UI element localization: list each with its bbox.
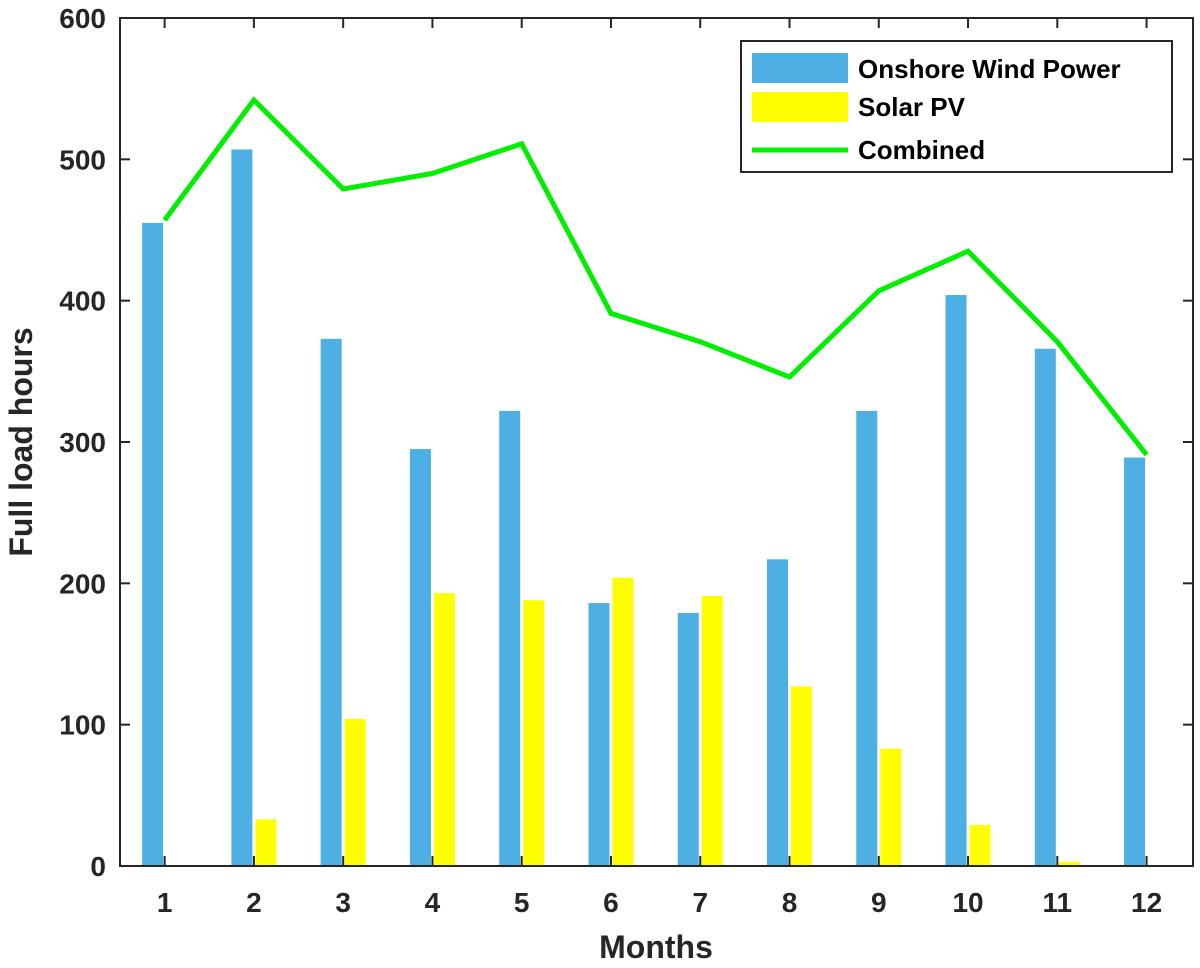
y-tick-label: 400 bbox=[59, 286, 106, 317]
y-tick-label: 0 bbox=[90, 851, 106, 882]
x-tick-label: 6 bbox=[603, 887, 619, 918]
x-axis-title: Months bbox=[599, 929, 713, 965]
bar-solar-pv bbox=[612, 577, 634, 866]
bar-onshore-wind-power bbox=[1124, 457, 1146, 866]
y-tick-label: 300 bbox=[59, 427, 106, 458]
bar-solar-pv bbox=[344, 719, 366, 866]
x-tick-label: 5 bbox=[514, 887, 530, 918]
x-tick-label: 8 bbox=[782, 887, 798, 918]
bar-solar-pv bbox=[433, 593, 455, 866]
x-tick-label: 3 bbox=[335, 887, 351, 918]
x-tick-label: 9 bbox=[871, 887, 887, 918]
bar-solar-pv bbox=[523, 600, 545, 866]
legend-label-onshore-wind-power: Onshore Wind Power bbox=[858, 54, 1121, 84]
bars-layer bbox=[142, 149, 1146, 867]
bar-solar-pv bbox=[791, 686, 813, 866]
y-tick-label: 600 bbox=[59, 3, 106, 34]
x-tick-label: 10 bbox=[952, 887, 983, 918]
x-tick-label: 1 bbox=[157, 887, 173, 918]
bar-solar-pv bbox=[969, 825, 991, 866]
legend-swatch-onshore-wind-power bbox=[752, 53, 848, 83]
x-tick-label: 4 bbox=[425, 887, 441, 918]
x-tick-label: 2 bbox=[246, 887, 262, 918]
bar-onshore-wind-power bbox=[409, 449, 431, 866]
bar-onshore-wind-power bbox=[856, 410, 878, 866]
y-tick-label: 100 bbox=[59, 710, 106, 741]
legend-swatch-solar-pv bbox=[752, 92, 848, 122]
bar-solar-pv bbox=[701, 596, 723, 866]
bar-solar-pv bbox=[880, 748, 902, 866]
y-axis-title: Full load hours bbox=[3, 327, 39, 556]
bar-onshore-wind-power bbox=[231, 149, 253, 866]
line-layer bbox=[162, 96, 1149, 457]
bar-onshore-wind-power bbox=[142, 222, 164, 866]
line-combined bbox=[162, 96, 1149, 457]
bar-solar-pv bbox=[255, 819, 277, 866]
bar-onshore-wind-power bbox=[320, 338, 342, 866]
x-tick-label: 11 bbox=[1043, 887, 1073, 918]
legend-label-combined: Combined bbox=[858, 135, 985, 165]
y-tick-label: 200 bbox=[59, 568, 106, 599]
bar-onshore-wind-power bbox=[499, 410, 521, 866]
y-tick-label: 500 bbox=[59, 144, 106, 175]
legend: Onshore Wind Power Solar PV Combined bbox=[740, 40, 1173, 173]
bar-onshore-wind-power bbox=[767, 559, 789, 866]
bar-solar-pv bbox=[1058, 861, 1080, 866]
x-tick-label: 12 bbox=[1131, 887, 1162, 918]
bar-onshore-wind-power bbox=[1034, 348, 1056, 867]
bar-onshore-wind-power bbox=[677, 613, 699, 866]
bar-onshore-wind-power bbox=[945, 295, 967, 867]
ticks-layer bbox=[120, 17, 1193, 867]
x-tick-label: 7 bbox=[692, 887, 708, 918]
legend-label-solar-pv: Solar PV bbox=[858, 92, 966, 122]
bar-onshore-wind-power bbox=[588, 603, 610, 866]
